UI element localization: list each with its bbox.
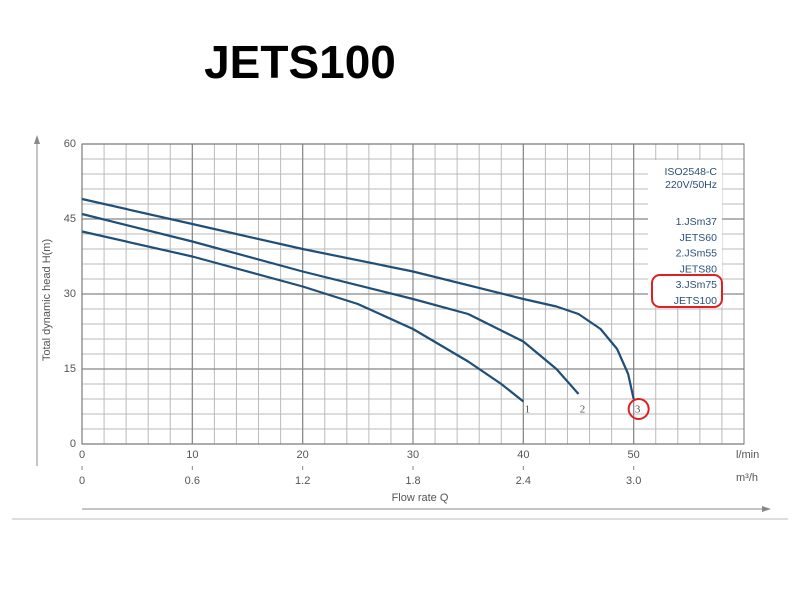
curve-label: 1 (525, 404, 531, 416)
x-axis-title: Flow rate Q (392, 492, 449, 504)
x2-tick-label: 1.2 (295, 475, 310, 487)
annotation: 220V/50Hz (665, 179, 717, 191)
y-tick-label: 60 (64, 138, 76, 150)
legend-bg (648, 160, 722, 307)
highlight-circle (627, 398, 650, 420)
x2-tick-label: 3.0 (626, 475, 641, 487)
curve (81, 212, 580, 395)
annotation: ISO2548-C (664, 166, 717, 178)
y-arrow-head (34, 135, 40, 144)
x2-tick-label: 2.4 (516, 475, 531, 487)
y-tick-label: 15 (64, 363, 76, 375)
x-unit: l/min (736, 449, 759, 461)
frame (81, 143, 745, 445)
x-tick-label: 20 (297, 449, 309, 461)
legend-entry: 3.JSm75 (676, 279, 718, 291)
y-axis-title: Total dynamic head H(m) (41, 239, 53, 361)
x2-tick-label: 0.6 (185, 475, 200, 487)
x-tick-label: 50 (628, 449, 640, 461)
legend-model: JETS80 (680, 263, 718, 275)
legend-model: JETS60 (680, 232, 718, 244)
x2-tick-label: 0 (79, 475, 85, 487)
x2-unit: m³/h (736, 472, 758, 484)
curve (81, 230, 525, 403)
x-tick-label: 40 (517, 449, 529, 461)
highlight-box (651, 274, 723, 308)
curve-label: 3 (635, 404, 641, 416)
curve (81, 197, 635, 400)
x-tick-label: 10 (186, 449, 198, 461)
legend-entry: 2.JSm55 (676, 247, 718, 259)
page-title: JETS100 (204, 36, 396, 88)
x-tick-label: 0 (79, 449, 85, 461)
y-tick-label: 0 (70, 438, 76, 450)
x2-tick-label: 1.8 (405, 475, 420, 487)
y-tick-label: 45 (64, 213, 76, 225)
x-tick-label: 30 (407, 449, 419, 461)
legend-model: JETS100 (674, 295, 717, 307)
x-arrow-head (762, 506, 771, 512)
curve-label: 2 (580, 404, 586, 416)
y-tick-label: 30 (64, 288, 76, 300)
legend-entry: 1.JSm37 (676, 216, 718, 228)
